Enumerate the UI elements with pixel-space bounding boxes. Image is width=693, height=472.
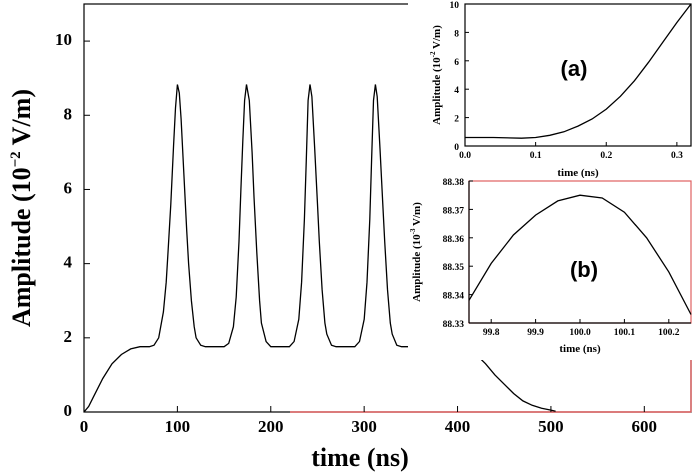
main-x-tick-label: 100 <box>165 417 191 436</box>
inset-a-x-axis-label: time (ns) <box>557 167 599 179</box>
inset-a-y-tick-label: 6 <box>454 58 459 68</box>
inset-a-y-tick-label: 4 <box>454 86 459 96</box>
main-x-tick-label: 500 <box>538 417 564 436</box>
main-x-tick-label: 300 <box>351 417 377 436</box>
inset-a-y-axis-label: Amplitude (10-2 V/m) <box>429 25 443 125</box>
inset-b-series-line <box>468 194 692 315</box>
main-y-tick-label: 10 <box>55 30 72 49</box>
inset-b-x-tick-label: 99.9 <box>527 328 544 338</box>
inset-b-x-axis-label: time (ns) <box>559 343 601 355</box>
inset-b-y-tick-label: 88.35 <box>443 263 465 273</box>
main-x-axis-label: time (ns) <box>311 443 408 472</box>
inset-b-y-tick-label: 88.36 <box>443 235 465 245</box>
main-curve <box>83 84 556 413</box>
main-series-line <box>83 84 556 413</box>
inset-b-x-tick-label: 99.8 <box>483 328 500 338</box>
inset-a-x-tick-label: 0.1 <box>530 151 542 161</box>
inset-a-x-tick-label: 0.0 <box>459 151 471 161</box>
inset-b-y-tick-label: 88.34 <box>443 292 465 302</box>
inset-b-ticks: 99.8 99.9 100.0 100.1 100.2 88.33 88.34 88.35 88… <box>443 178 680 338</box>
inset-b-y-tick-label: 88.33 <box>443 320 465 330</box>
main-y-tick-label: 6 <box>64 178 73 197</box>
inset-b-y-axis-label: Amplitude (10-3 V/m) <box>409 202 423 302</box>
inset-b-x-tick-label: 100.1 <box>614 328 636 338</box>
inset-b-curve <box>468 194 692 315</box>
main-y-tick-label: 4 <box>64 253 73 272</box>
inset-a-y-tick-label: 8 <box>454 29 459 39</box>
inset-a-x-tick-label: 0.3 <box>671 151 683 161</box>
inset-a-y-tick-label: 2 <box>454 115 459 125</box>
inset-b-x-tick-label: 100.2 <box>658 328 680 338</box>
inset-b-x-tick-label: 100.0 <box>569 328 591 338</box>
inset-a-y-tick-label: 0 <box>454 143 459 153</box>
main-y-tick-label: 2 <box>64 327 73 346</box>
main-y-axis-label: Amplitude (10−2 V/m) <box>7 89 36 327</box>
main-x-tick-label: 400 <box>445 417 471 436</box>
inset-a-plot-frame <box>464 3 692 147</box>
main-y-tick-label: 8 <box>64 104 73 123</box>
inset-a-y-tick-label: 10 <box>450 1 460 11</box>
main-x-tick-label: 600 <box>632 417 658 436</box>
main-y-tick-label: 0 <box>64 401 73 420</box>
inset-b-panel-label: (b) <box>570 257 598 282</box>
inset-a-series-line <box>465 3 692 139</box>
inset-b-y-tick-label: 88.38 <box>443 178 465 188</box>
inset-a-ticks: 0.0 0.1 0.2 0.3 0 2 4 6 8 10 <box>450 1 684 161</box>
inset-b-chart: 99.8 99.9 100.0 100.1 100.2 88.33 88.34 88.35 88… <box>408 178 693 360</box>
main-ticks: 0 100 200 300 400 500 600 0 2 4 6 8 10 <box>55 30 657 436</box>
main-x-tick-label: 0 <box>80 417 89 436</box>
main-x-tick-label: 200 <box>258 417 284 436</box>
inset-b-y-tick-label: 88.37 <box>443 206 465 216</box>
inset-a-x-tick-label: 0.2 <box>600 151 612 161</box>
inset-a-panel-label: (a) <box>561 56 588 81</box>
inset-a-curve <box>465 3 692 139</box>
inset-a-chart: 0.0 0.1 0.2 0.3 0 2 4 6 8 10 (a) time (ns) Amplit… <box>408 0 693 180</box>
